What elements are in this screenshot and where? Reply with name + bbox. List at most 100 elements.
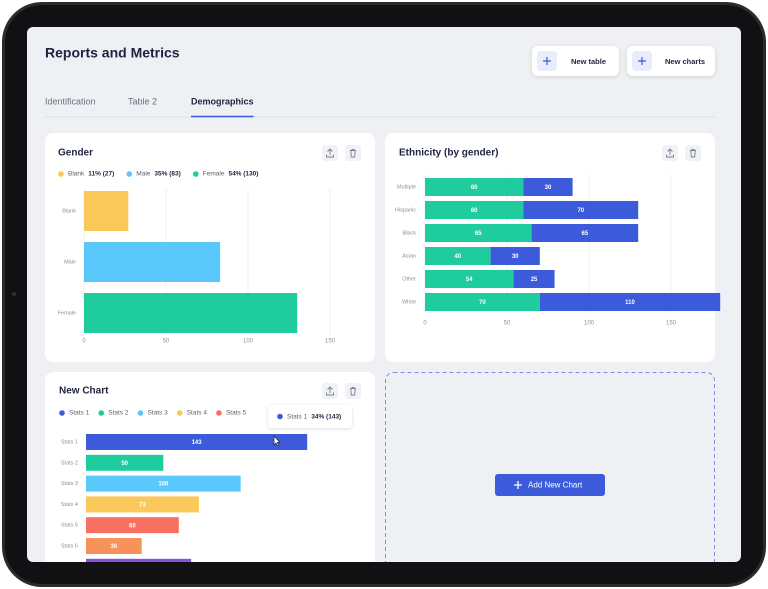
legend-label: Stats 5 xyxy=(226,410,247,417)
export-icon xyxy=(326,148,334,158)
x-tick-label: 100 xyxy=(584,321,595,327)
data-label: 36 xyxy=(110,544,117,550)
button-label: Add New Chart xyxy=(528,481,583,490)
bar xyxy=(86,434,308,450)
x-tick-label: 100 xyxy=(243,339,254,345)
bar-segment xyxy=(531,224,639,242)
page-title: Reports and Metrics xyxy=(45,45,180,61)
tooltip: Stats 1 34% (143) xyxy=(268,405,352,428)
plus-icon xyxy=(638,57,646,65)
category-label: Blank xyxy=(62,208,76,214)
category-label: Male xyxy=(64,259,76,265)
data-label: 65 xyxy=(475,231,482,237)
card-title: Ethnicity (by gender) xyxy=(399,148,498,159)
bar-segment xyxy=(523,178,573,196)
screen: Reports and Metrics New table New charts… xyxy=(27,27,741,562)
category-label: Stats 6 xyxy=(61,543,78,549)
bar-segment xyxy=(425,247,491,265)
legend-label: Male xyxy=(136,171,150,178)
data-label: 70 xyxy=(577,208,584,214)
new-charts-button[interactable]: New charts xyxy=(627,46,715,76)
bar-segment xyxy=(523,201,639,219)
export-icon xyxy=(326,386,334,396)
legend-label: Female xyxy=(203,171,225,178)
category-label: Stats 1 xyxy=(61,439,78,445)
plus-icon xyxy=(543,57,551,65)
bar xyxy=(84,191,129,231)
button-label: New charts xyxy=(665,57,705,66)
legend-value: 35% (83) xyxy=(154,171,180,178)
delete-button[interactable] xyxy=(685,145,701,161)
data-label: 30 xyxy=(545,185,552,191)
data-label: 50 xyxy=(121,461,128,467)
card-title: Gender xyxy=(58,148,93,159)
legend-value: 54% (130) xyxy=(228,171,258,178)
tooltip-bg xyxy=(268,405,352,428)
category-label: Hispanic xyxy=(395,207,416,213)
legend-dot xyxy=(137,410,144,416)
data-label: 30 xyxy=(512,254,519,260)
legend-label: Stats 3 xyxy=(147,410,168,417)
bar xyxy=(84,242,221,282)
tab[interactable]: Identification xyxy=(45,96,96,106)
bar xyxy=(86,558,192,562)
data-label: 25 xyxy=(531,277,538,283)
legend-label: Stats 2 xyxy=(108,410,129,417)
legend-dot xyxy=(98,410,105,416)
category-label: Stats 5 xyxy=(61,523,78,529)
legend-dot xyxy=(59,410,65,416)
bar xyxy=(86,496,199,513)
x-tick-label: 150 xyxy=(666,321,677,327)
category-label: Stats 4 xyxy=(61,502,78,508)
new-table-button[interactable]: New table xyxy=(532,46,619,76)
legend-label: Blank xyxy=(68,171,85,178)
data-label: 40 xyxy=(454,254,461,260)
x-tick-label: 50 xyxy=(504,321,511,327)
bar xyxy=(86,538,142,554)
export-icon xyxy=(666,148,674,158)
bar xyxy=(86,475,241,492)
bar-segment xyxy=(425,224,532,242)
category-label: Other xyxy=(402,276,416,282)
card-title: New Chart xyxy=(59,386,109,397)
bar-segment xyxy=(425,293,540,311)
delete-button[interactable] xyxy=(345,383,361,399)
legend-dot xyxy=(58,171,64,177)
data-label: 54 xyxy=(466,277,473,283)
x-tick-label: 0 xyxy=(82,339,86,345)
data-label: 73 xyxy=(139,502,146,508)
category-label: Asian xyxy=(402,253,416,259)
tabs: Identification Table 2 Demographics xyxy=(45,96,254,118)
bar-segment xyxy=(539,293,721,311)
legend-dot xyxy=(126,171,133,177)
legend-label: Stats 4 xyxy=(187,410,208,417)
bar-segment xyxy=(425,201,524,219)
legend-dot xyxy=(176,410,183,416)
add-new-chart-button[interactable]: Add New Chart xyxy=(495,474,605,496)
trash-icon xyxy=(350,148,356,158)
trash-icon xyxy=(690,148,696,158)
category-label: Multiple xyxy=(397,184,416,190)
category-label: Stats 3 xyxy=(61,481,78,487)
tab[interactable]: Table 2 xyxy=(128,96,157,106)
x-tick-label: 0 xyxy=(423,321,427,327)
plus-icon xyxy=(514,481,522,489)
data-label: 100 xyxy=(158,482,169,488)
tooltip-value: 34% (143) xyxy=(311,414,341,421)
legend-dot xyxy=(216,410,222,416)
x-tick-label: 150 xyxy=(325,339,336,345)
legend-label: Stats 1 xyxy=(69,410,90,417)
bar-segment xyxy=(513,270,555,288)
delete-button[interactable] xyxy=(345,145,361,161)
tab[interactable]: Demographics xyxy=(191,96,254,106)
legend-dot xyxy=(192,171,199,177)
data-label: 70 xyxy=(479,300,486,306)
legend-value: 11% (27) xyxy=(88,171,114,178)
data-label: 60 xyxy=(129,523,136,529)
x-tick-label: 50 xyxy=(163,339,170,345)
category-label: Black xyxy=(403,230,417,236)
bar xyxy=(86,454,164,471)
bar-segment xyxy=(425,270,514,288)
data-label: 110 xyxy=(625,300,635,306)
